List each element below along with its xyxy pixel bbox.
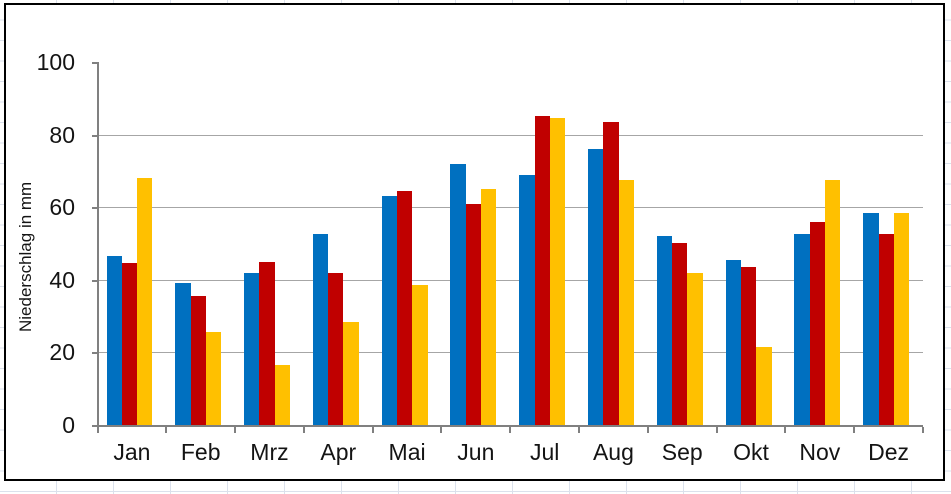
x-category-label-Nov: Nov <box>799 439 841 465</box>
y-tick-0 <box>91 425 97 427</box>
x-tick-3 <box>302 427 305 433</box>
bar-Aug-series1 <box>588 149 604 425</box>
x-category-label-Jul: Jul <box>529 439 560 465</box>
y-tick-100 <box>91 62 97 64</box>
bar-Jun-series2 <box>465 204 482 425</box>
y-tick-60 <box>91 207 97 210</box>
x-tick-11 <box>853 427 856 433</box>
bar-Apr-series1 <box>312 234 329 425</box>
bar-Mrz-series1 <box>244 273 260 425</box>
bar-Sep-series2 <box>672 243 688 425</box>
x-category-label-Mrz: Mrz <box>250 439 289 465</box>
y-tick-20 <box>91 352 97 355</box>
bar-Jul-series3 <box>549 118 566 425</box>
x-tick-8 <box>646 427 649 433</box>
bar-Feb-series3 <box>205 332 222 425</box>
bar-Jan-series3 <box>137 178 153 425</box>
bar-Apr-series2 <box>328 273 344 425</box>
x-tick-5 <box>440 427 443 433</box>
bar-Apr-series3 <box>343 322 359 425</box>
x-tick-4 <box>371 427 374 433</box>
x-category-label-Aug: Aug <box>592 439 634 465</box>
x-category-label-Feb: Feb <box>180 439 221 465</box>
x-category-label-Jun: Jun <box>457 439 495 465</box>
gridline-60 <box>97 207 923 209</box>
y-tick-40 <box>91 279 97 282</box>
x-category-label-Jan: Jan <box>113 439 151 465</box>
bar-chart-plot-area: Niederschlag in mm 0 20 40 60 80 100 Jan Feb Mrz… <box>6 5 943 479</box>
x-tick-10 <box>784 427 787 433</box>
bar-Aug-series3 <box>618 180 634 425</box>
bar-Feb-series1 <box>175 283 191 425</box>
y-tick-label-0: 0 <box>62 412 75 438</box>
x-tick-6 <box>509 427 512 433</box>
bar-Sep-series3 <box>687 273 703 425</box>
bar-Mrz-series2 <box>259 262 275 425</box>
bar-Okt-series1 <box>725 260 741 425</box>
bar-Jan-series1 <box>106 256 122 425</box>
gridline-20 <box>97 352 923 354</box>
bar-Jun-series3 <box>481 189 497 425</box>
bar-Sep-series1 <box>656 236 673 425</box>
x-category-label-Sep: Sep <box>661 439 703 465</box>
y-tick-80 <box>91 134 97 137</box>
bar-Mai-series1 <box>381 196 397 425</box>
x-category-label-Okt: Okt <box>733 439 769 465</box>
bar-Okt-series2 <box>740 267 757 425</box>
y-tick-label-40: 40 <box>49 266 75 293</box>
bar-Jun-series1 <box>450 164 466 425</box>
gridline-40 <box>97 279 923 281</box>
x-category-label-Mai: Mai <box>388 439 426 465</box>
x-tick-9 <box>715 427 718 433</box>
x-category-label-Dez: Dez <box>868 439 910 465</box>
bar-Dez-series1 <box>863 213 879 425</box>
bar-Mai-series2 <box>396 191 413 425</box>
x-axis-line <box>96 425 923 427</box>
x-tick-2 <box>234 427 237 433</box>
bar-Okt-series3 <box>756 347 772 425</box>
bar-Mrz-series3 <box>274 365 290 425</box>
x-tick-12 <box>922 427 924 433</box>
bar-Jan-series2 <box>121 263 138 425</box>
y-tick-label-20: 20 <box>49 339 75 366</box>
bar-Feb-series2 <box>190 296 206 425</box>
x-category-label-Apr: Apr <box>320 439 357 465</box>
bar-Jul-series1 <box>519 175 535 425</box>
bar-Dez-series3 <box>893 213 910 425</box>
y-tick-label-100: 100 <box>36 49 75 75</box>
bar-Nov-series1 <box>794 234 810 425</box>
y-tick-label-60: 60 <box>49 194 75 221</box>
x-tick-7 <box>578 427 581 433</box>
bar-Nov-series3 <box>825 180 841 425</box>
bar-Mai-series3 <box>412 285 428 425</box>
bar-Aug-series2 <box>603 122 619 425</box>
gridline-80 <box>97 134 923 136</box>
bar-Dez-series2 <box>878 234 894 425</box>
bar-Nov-series2 <box>809 222 825 425</box>
x-tick-1 <box>165 427 168 433</box>
chart-frame: Niederschlag in mm 0 20 40 60 80 100 Jan Feb Mrz… <box>4 3 945 481</box>
x-tick-0 <box>96 427 99 433</box>
bar-Jul-series2 <box>534 116 550 425</box>
y-tick-label-80: 80 <box>49 121 75 148</box>
y-axis-line <box>96 62 99 431</box>
